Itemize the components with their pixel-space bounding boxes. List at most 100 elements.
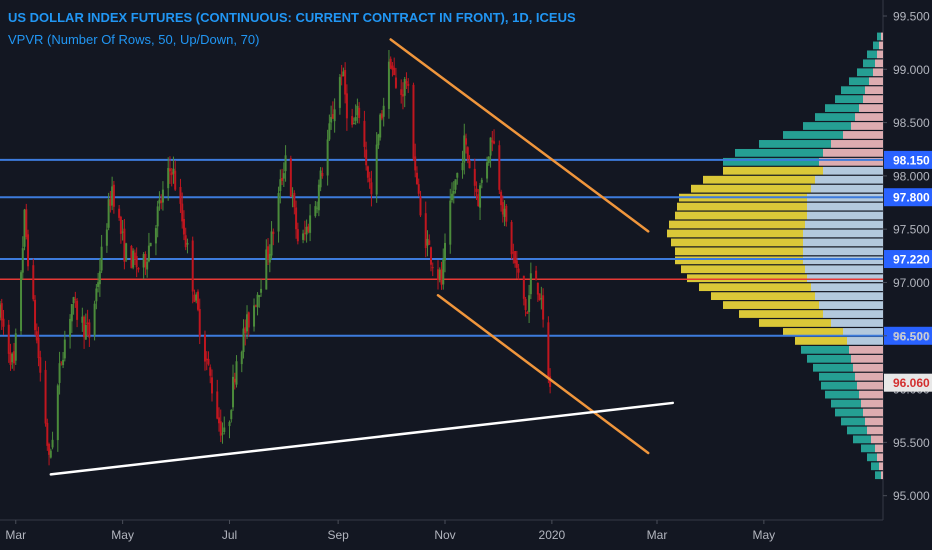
candle-up <box>486 162 489 179</box>
candle-up <box>100 246 103 271</box>
candle-down <box>431 267 434 269</box>
volume-row-down <box>823 148 883 157</box>
volume-row-up <box>691 184 811 193</box>
candle-up <box>314 206 317 217</box>
volume-row-down <box>865 86 883 95</box>
candle-up <box>377 134 380 146</box>
candle-up <box>121 231 124 233</box>
candle-down <box>27 234 30 267</box>
candle-up <box>142 254 145 268</box>
indicator-label[interactable]: VPVR (Number Of Rows, 50, Up/Down, 70) <box>8 32 260 47</box>
volume-row-down <box>803 238 883 247</box>
candle-down <box>429 247 432 265</box>
candle-up <box>403 79 406 96</box>
candle-down <box>174 170 177 190</box>
price-tick-label: 95.500 <box>893 436 930 450</box>
time-tick-label: 2020 <box>539 528 566 542</box>
candle-down <box>380 113 383 119</box>
volume-row-down <box>855 372 883 381</box>
candle-up <box>291 195 294 197</box>
level-tag <box>884 150 932 169</box>
candle-down <box>0 303 3 321</box>
volume-row-up <box>703 175 815 184</box>
candle-up <box>14 333 17 361</box>
volume-row-down <box>807 211 883 220</box>
candle-up <box>23 209 26 247</box>
volume-row-down <box>843 131 883 139</box>
candle-down <box>179 186 182 204</box>
level-tag <box>884 188 932 207</box>
volume-row-up <box>675 211 807 220</box>
candle-up <box>11 353 14 363</box>
candle-up <box>221 433 224 435</box>
volume-row-down <box>877 50 883 59</box>
volume-row-down <box>805 265 883 274</box>
candle-down <box>358 107 361 118</box>
chart-title: US DOLLAR INDEX FUTURES (CONTINUOUS: CUR… <box>8 10 576 25</box>
volume-row-down <box>863 95 883 104</box>
candle-up <box>316 207 319 209</box>
volume-row-down <box>805 220 883 229</box>
candle-down <box>48 444 51 455</box>
candle-up <box>382 105 385 117</box>
candle-up <box>268 253 271 263</box>
volume-row-down <box>881 471 883 480</box>
volume-row-up <box>783 328 843 336</box>
candle-down <box>217 417 220 424</box>
support-trendline-line <box>49 401 675 476</box>
drawings <box>49 38 675 476</box>
candle-up <box>454 179 457 190</box>
volume-row-up <box>831 399 861 408</box>
candle-down <box>542 295 545 320</box>
candle-down <box>133 252 136 260</box>
candle-up <box>528 295 531 313</box>
candle-up <box>451 193 454 201</box>
volume-row-down <box>859 390 883 399</box>
candle-down <box>428 240 431 245</box>
candle-down <box>267 246 270 260</box>
candle-down <box>293 192 296 208</box>
volume-row-down <box>877 453 883 462</box>
candle-down <box>289 158 292 197</box>
volume-row-up <box>667 229 803 238</box>
time-tick-label: Mar <box>647 528 668 542</box>
candle-up <box>51 439 54 448</box>
candle-up <box>132 250 135 268</box>
candle-down <box>233 378 236 383</box>
volume-row-up <box>739 310 823 318</box>
volume-row-up <box>681 265 805 274</box>
time-tick-label: Sep <box>327 528 349 542</box>
candle-up <box>282 173 285 179</box>
candle-down <box>351 116 354 125</box>
volume-row-up <box>675 256 803 265</box>
candle-up <box>319 170 322 188</box>
volume-row-down <box>831 140 883 148</box>
candle-down <box>524 298 527 311</box>
candle-up <box>246 314 249 332</box>
candle-up <box>270 231 273 256</box>
volume-row-down <box>859 104 883 112</box>
level-tag-label: 97.220 <box>893 253 930 267</box>
volume-row-down <box>881 32 883 41</box>
candle-up <box>172 168 175 174</box>
candle-down <box>393 67 396 76</box>
candle-down <box>466 147 469 160</box>
candle-up <box>330 117 333 123</box>
candle-up <box>487 156 490 164</box>
volume-row-up <box>723 157 819 166</box>
candle-down <box>414 156 417 171</box>
candle-up <box>354 116 357 121</box>
candle-up <box>265 249 268 290</box>
candle-down <box>46 422 49 446</box>
volume-row-down <box>843 328 883 336</box>
candle-up <box>258 295 261 298</box>
candle-down <box>74 299 77 301</box>
candle-down <box>491 140 494 143</box>
volume-row-down <box>851 122 883 130</box>
candle-down <box>512 252 515 254</box>
candle-down <box>112 184 115 207</box>
volume-row-down <box>807 274 883 283</box>
volume-row-down <box>865 417 883 426</box>
volume-row-down <box>861 399 883 408</box>
